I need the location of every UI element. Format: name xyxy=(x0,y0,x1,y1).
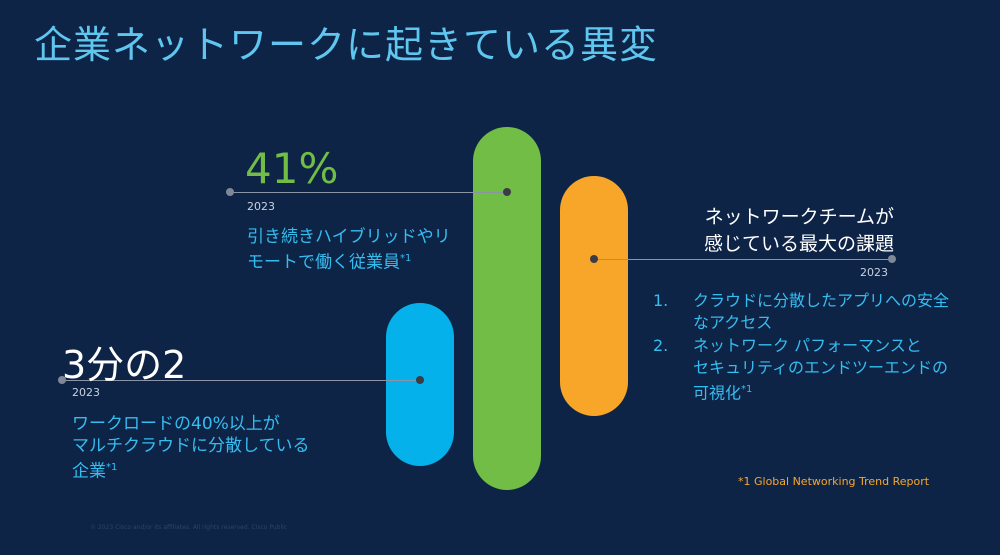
slide-title: 企業ネットワークに起きている異変 xyxy=(34,23,659,67)
green-pill-bar xyxy=(473,127,541,490)
stat-desc-multicloud-line3-text: 企業 xyxy=(72,461,106,482)
challenges-title-line1: ネットワークチームが xyxy=(704,206,894,228)
stat-desc-multicloud: ワークロードの40%以上が マルチクラウドに分散している 企業*1 xyxy=(72,413,342,483)
list-item-line3-text: 可視化 xyxy=(693,383,742,403)
list-item-number: 1. xyxy=(653,291,669,310)
challenges-title-line2: 感じている最大の課題 xyxy=(703,233,894,255)
footnote-ref-multicloud: *1 xyxy=(106,462,118,473)
list-item-number: 2. xyxy=(653,336,669,355)
stat-year-hybrid: 2023 xyxy=(247,200,275,213)
list-item-line1: クラウドに分散したアプリへの安全 xyxy=(693,291,950,310)
connector-dot-end-challenges xyxy=(888,255,896,263)
connector-dot-end-hybrid xyxy=(503,188,511,196)
list-item-line2: セキュリティのエンドツーエンドの xyxy=(693,358,949,377)
challenges-list-item: 2. ネットワーク パフォーマンスと セキュリティのエンドツーエンドの 可視化*… xyxy=(653,335,983,404)
connector-line-multicloud xyxy=(62,380,420,381)
stat-value-hybrid: 41% xyxy=(245,144,339,193)
list-item-line3: 可視化*1 xyxy=(693,379,983,404)
stat-desc-hybrid-line2: モートで働く従業員*1 xyxy=(247,248,467,274)
challenges-list-item: 1. クラウドに分散したアプリへの安全 なアクセス xyxy=(653,290,983,334)
connector-dot-start-challenges xyxy=(590,255,598,263)
stat-year-multicloud: 2023 xyxy=(72,386,100,399)
stat-desc-hybrid: 引き続きハイブリッドやリ モートで働く従業員*1 xyxy=(247,226,467,274)
footnote-source: *1 Global Networking Trend Report xyxy=(738,475,930,488)
list-item-line1: ネットワーク パフォーマンスと xyxy=(693,336,922,355)
blue-pill-bar xyxy=(386,303,454,466)
challenges-title: ネットワークチームが 感じている最大の課題 xyxy=(650,204,894,258)
stat-desc-hybrid-line2-text: モートで働く従業員 xyxy=(247,252,400,273)
footnote-ref-challenge: *1 xyxy=(741,384,753,395)
stat-desc-multicloud-line1: ワークロードの40%以上が xyxy=(72,414,280,434)
list-item-line2: なアクセス xyxy=(693,313,773,332)
stat-desc-multicloud-line2: マルチクラウドに分散している xyxy=(72,436,310,456)
copyright-text: © 2023 Cisco and/or its affiliates. All … xyxy=(90,524,288,531)
connector-line-challenges xyxy=(594,259,892,260)
connector-dot-start-multicloud xyxy=(58,376,66,384)
connector-dot-start-hybrid xyxy=(226,188,234,196)
stat-desc-hybrid-line1: 引き続きハイブリッドやリ xyxy=(247,227,451,247)
connector-dot-end-multicloud xyxy=(416,376,424,384)
connector-line-hybrid xyxy=(230,192,507,193)
challenges-year: 2023 xyxy=(860,266,888,279)
stat-value-multicloud: 3分の2 xyxy=(62,343,187,387)
footnote-ref-hybrid: *1 xyxy=(400,253,412,264)
stat-desc-multicloud-line3: 企業*1 xyxy=(72,457,342,483)
challenges-list: 1. クラウドに分散したアプリへの安全 なアクセス 2. ネットワーク パフォー… xyxy=(653,290,983,405)
orange-pill-bar xyxy=(560,176,628,416)
